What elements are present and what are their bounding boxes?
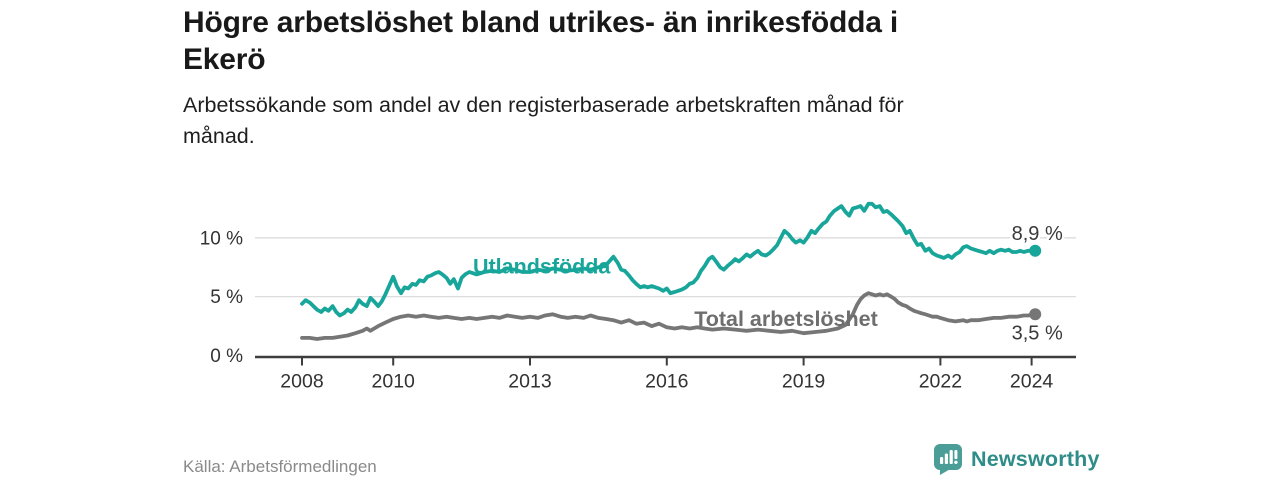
x-tick-label: 2024 [1010,371,1054,393]
series-end-dot-0 [1029,244,1042,257]
series-label-0: Utlandsfödda [473,255,611,279]
chart-subtitle: Arbetssökande som andel av den registerb… [183,93,904,148]
x-tick-label: 2016 [645,371,688,393]
x-tick-label: 2019 [782,371,825,393]
x-tick-label: 2010 [372,371,416,393]
logo-bar-3 [949,450,953,464]
series-label-1: Total arbetslöshet [694,307,878,331]
newsworthy-logo[interactable]: Newsworthy [934,444,1100,475]
series-line-1 [300,291,1038,341]
logo-bar-1 [940,457,944,464]
newsworthy-wordmark: Newsworthy [971,447,1100,471]
newsworthy-logo-icon [934,444,962,475]
series-end-value-1: 3,5 % [1012,322,1063,344]
y-tick-label: 5 % [210,287,243,308]
y-tick-label: 0 % [210,346,243,367]
source-note: Källa: Arbetsförmedlingen [183,457,377,476]
y-tick-label: 10 % [200,228,243,249]
series-end-dot-1 [1029,308,1042,321]
x-tick-label: 2013 [508,371,551,393]
series-line-0 [300,201,1038,318]
x-tick-label: 2008 [280,371,323,393]
logo-bar-2 [944,453,948,464]
series-end-value-0: 8,9 % [1012,223,1063,245]
chart-title: Högre arbetslöshet bland utrikes- än inr… [183,6,898,76]
logo-exclamation-bar [954,450,958,459]
logo-exclamation-dot [954,460,958,464]
x-tick-label: 2022 [919,371,962,393]
